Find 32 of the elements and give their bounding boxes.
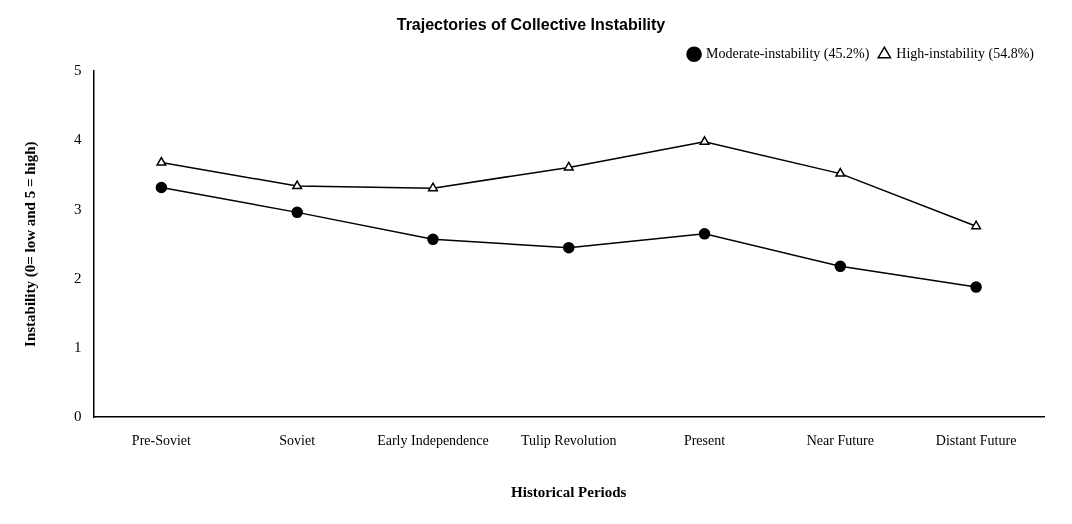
chart-title: Trajectories of Collective Instability xyxy=(396,16,666,34)
x-tick-label: Pre-Soviet xyxy=(131,433,192,449)
point xyxy=(834,260,847,273)
point xyxy=(698,228,711,240)
point xyxy=(427,182,439,192)
x-tick-label: Present xyxy=(683,433,726,449)
point xyxy=(156,156,167,166)
x-tick-label: Near Future xyxy=(806,433,874,449)
y-tick-label: 5 xyxy=(74,62,82,79)
point xyxy=(155,181,168,194)
y-tick-label: 4 xyxy=(74,131,82,148)
y-axis-title: Instability (0= low and 5 = high) xyxy=(21,141,39,347)
y-tick-label: 3 xyxy=(74,200,82,217)
point xyxy=(292,180,303,190)
y-tick-label: 2 xyxy=(74,269,82,286)
point xyxy=(970,281,982,293)
point xyxy=(427,233,439,246)
x-tick-label: Tulip Revolution xyxy=(520,433,617,449)
point xyxy=(835,167,846,177)
point xyxy=(971,220,982,230)
point xyxy=(291,206,303,219)
x-axis-title: Historical Periods xyxy=(511,483,627,500)
x-tick-label: Early Independence xyxy=(377,433,489,449)
y-tick-label: 0 xyxy=(74,408,82,425)
x-tick-label: Soviet xyxy=(279,433,316,449)
legend-label: High-instability (54.8%) xyxy=(896,45,1035,62)
x-tick-label: Distant Future xyxy=(935,433,1017,449)
point xyxy=(699,136,710,146)
point xyxy=(563,241,575,254)
point xyxy=(563,161,574,171)
legend-label: Moderate-instability (45.2%) xyxy=(706,45,870,62)
y-tick-label: 1 xyxy=(74,338,82,355)
